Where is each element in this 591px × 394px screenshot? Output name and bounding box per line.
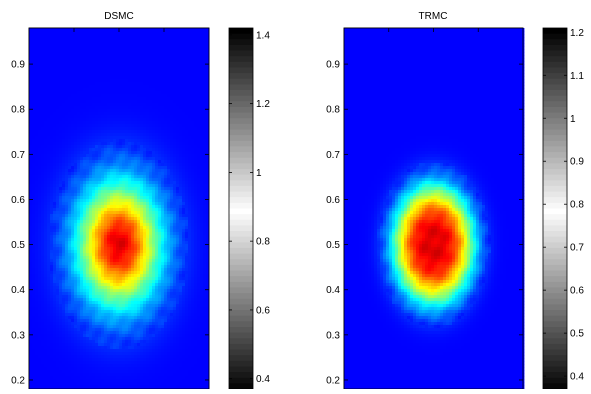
y-tick-label: 0.6 [326,195,340,206]
colorbar-tick-label: 1.2 [256,99,270,110]
right-panel: TRMC 0.20.30.40.50.60.70.80.9 0.40.50.60… [326,11,584,389]
colorbar-right: 0.4 0.5 0.6 0.7 0.8 0.9 1 1.1 1.2 [543,28,584,389]
y-tick-label: 0.9 [11,60,25,71]
colorbar-tick-label: 1.1 [570,71,584,82]
colorbar-tick-label: 0.4 [570,372,584,383]
colorbar-tick-label: 1 [256,168,262,179]
colorbar-tick-label: 0.8 [570,200,584,211]
left-panel: DSMC 0.2 0.3 0.4 0.5 0.6 0.7 0.8 0.9 0.4 0.6 0.8 1… [11,11,270,389]
y-tick-label: 0.5 [11,240,25,251]
y-tick-label: 0.2 [326,375,340,386]
y-tick-label: 0.3 [326,330,340,341]
y-tick-label: 0.3 [11,330,25,341]
chart-title-left: DSMC [104,11,133,22]
heatmap-cells [29,28,209,389]
colorbar-left: 0.4 0.6 0.8 1 1.2 1.4 [229,28,270,389]
y-tick-label: 0.7 [11,150,25,161]
y-tick-label: 0.6 [11,195,25,206]
colorbar-tick-label: 1 [570,114,576,125]
heatmap-cells [344,28,524,389]
colorbar-tick-label: 0.7 [570,243,584,254]
colorbar-tick-label: 1.4 [256,30,270,41]
colorbar-tick-label: 1.2 [570,28,584,39]
y-tick-label: 0.8 [326,105,340,116]
y-tick-label: 0.8 [11,105,25,116]
chart-title-right: TRMC [419,11,448,22]
y-tick-label: 0.4 [326,285,340,296]
colorbar-tick-label: 0.4 [256,374,270,385]
y-tick-label: 0.5 [326,240,340,251]
heatmap-plot-right [344,28,524,389]
colorbar-tick-label: 0.5 [570,329,584,340]
heatmap-plot-left [29,28,209,389]
colorbar-tick-label: 0.6 [570,286,584,297]
colorbar-tick-label: 0.6 [256,305,270,316]
y-tick-label: 0.4 [11,285,25,296]
y-tick-label: 0.9 [326,60,340,71]
colorbar-tick-label: 0.8 [256,237,270,248]
colorbar-tick-label: 0.9 [570,157,584,168]
y-tick-label: 0.2 [11,375,25,386]
y-tick-label: 0.7 [326,150,340,161]
